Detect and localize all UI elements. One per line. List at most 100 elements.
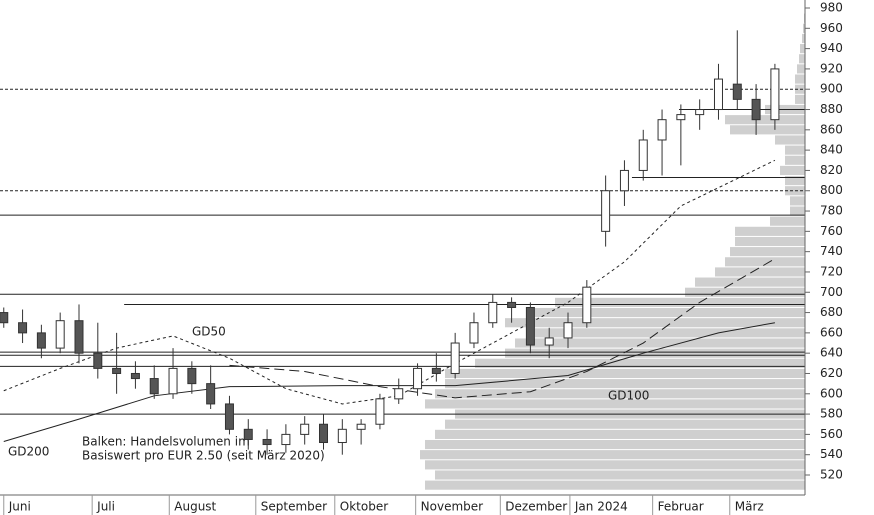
volume-profile-bar [425,480,805,490]
y-tick-label: 900 [820,82,843,96]
volume-profile-bar [802,33,805,44]
volume-profile-bar [555,297,805,307]
candle-body [413,367,423,390]
x-tick-label: Dezember [505,500,567,514]
y-tick-label: 600 [820,386,843,400]
moving-average [229,258,776,399]
candle-body [563,322,573,339]
y-tick-label: 880 [820,102,843,116]
x-tick-label: August [174,500,216,514]
y-tick-label: 560 [820,427,843,441]
candle-body [262,438,272,446]
volume-profile-bar [445,419,805,429]
candle-body [619,169,629,192]
candle-body [488,301,498,324]
candle-body [394,388,404,400]
x-tick-label: September [261,500,327,514]
volume-profile-bar [725,115,805,125]
volume-profile-bar [795,94,805,104]
candle-body [544,337,554,346]
candle-body [375,398,385,425]
volume-profile-bar [535,307,805,318]
candle-body [676,114,686,121]
candle-body [319,423,329,444]
candle-body [112,367,122,374]
candle-body [300,423,310,435]
volume-profile-bar [735,226,805,236]
candle-body [507,301,517,308]
volume-profile-bar [715,267,805,277]
y-tick-label: 520 [820,468,843,482]
annotation: Balken: Handelsvolumen im [82,435,250,449]
volume-profile-bar [730,125,805,135]
volume-profile-bar [800,44,805,54]
volume-profile-bar [785,176,805,186]
ma-label: GD100 [608,389,649,403]
x-tick-label: Jan 2024 [574,500,628,514]
volume-profile-bar [445,368,805,379]
volume-profile-bar [505,348,805,358]
volume-profile-bar [730,247,805,257]
volume-profile-bar [790,206,805,216]
y-tick-label: 980 [820,1,843,15]
candle-body [657,119,667,141]
candle-body [55,320,65,349]
y-tick-label: 940 [820,41,843,55]
ma-label: GD200 [8,445,49,459]
candle-body [206,383,216,405]
y-tick-label: 820 [820,163,843,177]
y-tick-label: 800 [820,183,843,197]
x-tick-label: März [735,500,764,514]
candle-body [469,322,479,344]
volume-profile-bar [435,429,805,439]
candle-body [751,98,761,121]
annotation: Basiswert pro EUR 2.50 (seit März 2020) [82,449,325,463]
volume-profile-bar [515,338,805,348]
volume-profile-bar [475,358,805,368]
volume-profile-bar [505,318,805,328]
candle-body [601,190,611,232]
candle-body [431,367,441,374]
volume-profile-bar [445,379,805,389]
candle-body [582,286,592,324]
volume-profile-bar [797,64,805,74]
volume-profile-bar [420,450,805,460]
volume-profile-bar [770,216,805,226]
y-tick-label: 680 [820,305,843,319]
y-tick-label: 640 [820,346,843,360]
volume-profile-bar [735,236,805,247]
y-tick-label: 780 [820,204,843,218]
y-tick-label: 540 [820,447,843,461]
candle-body [281,433,291,446]
y-tick-label: 840 [820,143,843,157]
volume-profile-bar [425,399,805,409]
y-tick-label: 860 [820,122,843,136]
volume-profile-bar [785,145,805,155]
candle-body [93,352,103,369]
volume-profile-bar [695,277,805,287]
y-tick-label: 760 [820,224,843,238]
candle-body [130,372,140,380]
volume-profile-bar [785,155,805,165]
candle-body [168,367,178,395]
x-tick-label: Juli [96,500,115,514]
candle-body [149,378,159,395]
candle-body [74,320,84,354]
y-tick-label: 720 [820,264,843,278]
x-tick-label: Februar [658,500,704,514]
y-tick-label: 620 [820,366,843,380]
x-tick-label: Juni [8,500,31,514]
volume-profile-bar [685,287,805,297]
volume-profile-bar [725,257,805,267]
y-tick-label: 700 [820,285,843,299]
candle-body [450,342,460,374]
y-tick-label: 960 [820,21,843,35]
candle-body [187,367,197,385]
volume-profile-bar [790,196,805,206]
ma-label: GD50 [192,325,226,339]
x-tick-label: November [421,500,483,514]
volume-profile-bar [435,470,805,480]
volume-profile-bar [803,23,805,33]
moving-average [3,159,776,405]
